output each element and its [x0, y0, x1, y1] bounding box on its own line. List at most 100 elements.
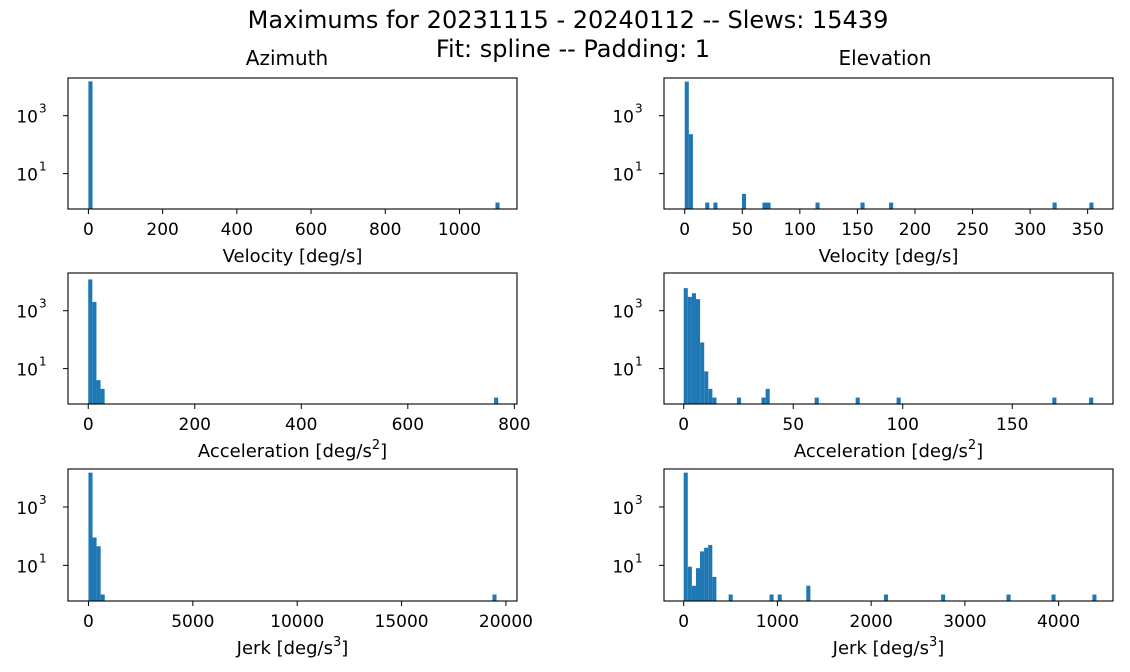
- histogram-bar: [687, 566, 692, 601]
- x-axis-label-base: Acceleration [deg/s: [198, 441, 372, 462]
- x-tick-label: 20000: [479, 612, 533, 632]
- histogram-bar: [100, 388, 105, 404]
- x-tick-label: 5000: [171, 612, 214, 632]
- x-tick-label: 200: [146, 220, 178, 240]
- histogram-bar: [495, 202, 500, 209]
- axes-frame: [663, 77, 1114, 210]
- histogram-bar: [691, 293, 696, 404]
- y-tick-label: 10: [612, 557, 634, 577]
- x-axis-label-superscript: 2: [372, 438, 380, 453]
- histogram-bar: [92, 537, 97, 601]
- x-axis-label-superscript: 3: [333, 635, 341, 650]
- histogram-bar: [100, 594, 105, 601]
- histogram-bar: [769, 594, 774, 601]
- histogram-bar: [883, 594, 888, 601]
- histogram-bar: [92, 301, 97, 404]
- y-tick-label: 10: [612, 499, 634, 519]
- histogram-bar: [777, 594, 782, 601]
- histogram-bar: [1052, 202, 1057, 209]
- x-axis-label-tail: ]: [380, 441, 387, 462]
- y-tick-exponent: 1: [39, 551, 47, 565]
- x-tick-label: 0: [83, 220, 94, 240]
- histogram-bar: [896, 397, 901, 404]
- axes-frame: [663, 272, 1114, 405]
- y-tick-exponent: 1: [39, 355, 47, 369]
- histogram-bar: [684, 81, 689, 209]
- histogram-bar: [814, 397, 819, 404]
- y-tick-exponent: 1: [635, 160, 643, 174]
- y-tick-label: 10: [16, 361, 38, 381]
- x-axis-label-tail: ]: [937, 638, 944, 659]
- x-tick-label: 0: [679, 220, 690, 240]
- x-tick-label: 300: [1014, 220, 1046, 240]
- figure-title-line1: Maximums for 20231115 - 20240112 -- Slew…: [248, 6, 889, 34]
- x-tick-label: 200: [179, 415, 211, 435]
- x-tick-label: 0: [678, 612, 689, 632]
- y-tick-exponent: 1: [39, 160, 47, 174]
- y-tick-label: 10: [612, 361, 634, 381]
- x-tick-label: 1000: [438, 220, 481, 240]
- y-tick-label: 10: [612, 303, 634, 323]
- x-axis-label: Velocity [deg/s]: [819, 246, 959, 267]
- column-title-azimuth: Azimuth: [246, 46, 328, 70]
- x-axis-label: Velocity [deg/s]: [223, 246, 363, 267]
- histogram-bar: [700, 551, 705, 601]
- histogram-bar: [765, 388, 770, 404]
- histogram-bar: [708, 544, 713, 601]
- histogram-bar: [494, 397, 499, 404]
- x-tick-label: 2000: [850, 612, 893, 632]
- x-tick-label: 0: [678, 415, 689, 435]
- histogram-bar: [492, 594, 497, 601]
- y-tick-label: 10: [16, 108, 38, 128]
- histogram-bar: [713, 202, 718, 209]
- y-tick-exponent: 1: [635, 355, 643, 369]
- y-tick-label: 10: [16, 499, 38, 519]
- x-axis-label: Acceleration [deg/s2]: [198, 438, 387, 462]
- x-axis-label: Jerk [deg/s3]: [236, 635, 349, 659]
- x-axis-label-superscript: 3: [929, 635, 937, 650]
- histogram-bar: [712, 397, 717, 404]
- x-tick-label: 100: [784, 220, 816, 240]
- histogram-bar: [1006, 594, 1011, 601]
- axes-frame: [67, 272, 518, 405]
- x-tick-label: 350: [1071, 220, 1103, 240]
- y-tick-exponent: 3: [39, 297, 47, 311]
- histogram-bar: [736, 397, 742, 404]
- x-tick-label: 400: [285, 415, 317, 435]
- histogram-bar: [96, 546, 101, 601]
- x-tick-label: 50: [731, 220, 753, 240]
- histogram-bar: [691, 585, 696, 601]
- histogram-bar: [766, 202, 771, 209]
- histogram-bar: [1089, 397, 1094, 404]
- x-tick-label: 50: [782, 415, 804, 435]
- axes-frame: [663, 468, 1114, 602]
- histogram-bar: [704, 371, 709, 404]
- x-axis-label-tail: ]: [976, 441, 983, 462]
- axes-frame: [67, 77, 518, 210]
- x-tick-label: 600: [392, 415, 424, 435]
- column-title-elevation: Elevation: [839, 46, 932, 70]
- figure-title-line2: Fit: spline -- Padding: 1: [436, 35, 710, 63]
- x-tick-label: 800: [498, 415, 530, 435]
- x-tick-label: 250: [956, 220, 988, 240]
- y-tick-label: 10: [16, 166, 38, 186]
- x-axis-label-base: Acceleration [deg/s: [794, 441, 968, 462]
- histogram-bar: [683, 288, 688, 404]
- y-tick-exponent: 3: [39, 493, 47, 507]
- histogram-bar: [696, 299, 701, 404]
- x-axis-label-base: Velocity [deg/s]: [223, 246, 363, 267]
- x-axis-label-base: Velocity [deg/s]: [819, 246, 959, 267]
- histogram-bar: [855, 397, 860, 404]
- histogram-bar: [889, 202, 894, 209]
- x-tick-label: 1000: [756, 612, 799, 632]
- x-tick-label: 150: [996, 415, 1028, 435]
- x-tick-label: 0: [83, 415, 94, 435]
- axes-frame: [67, 468, 518, 602]
- histogram-bar: [1052, 397, 1057, 404]
